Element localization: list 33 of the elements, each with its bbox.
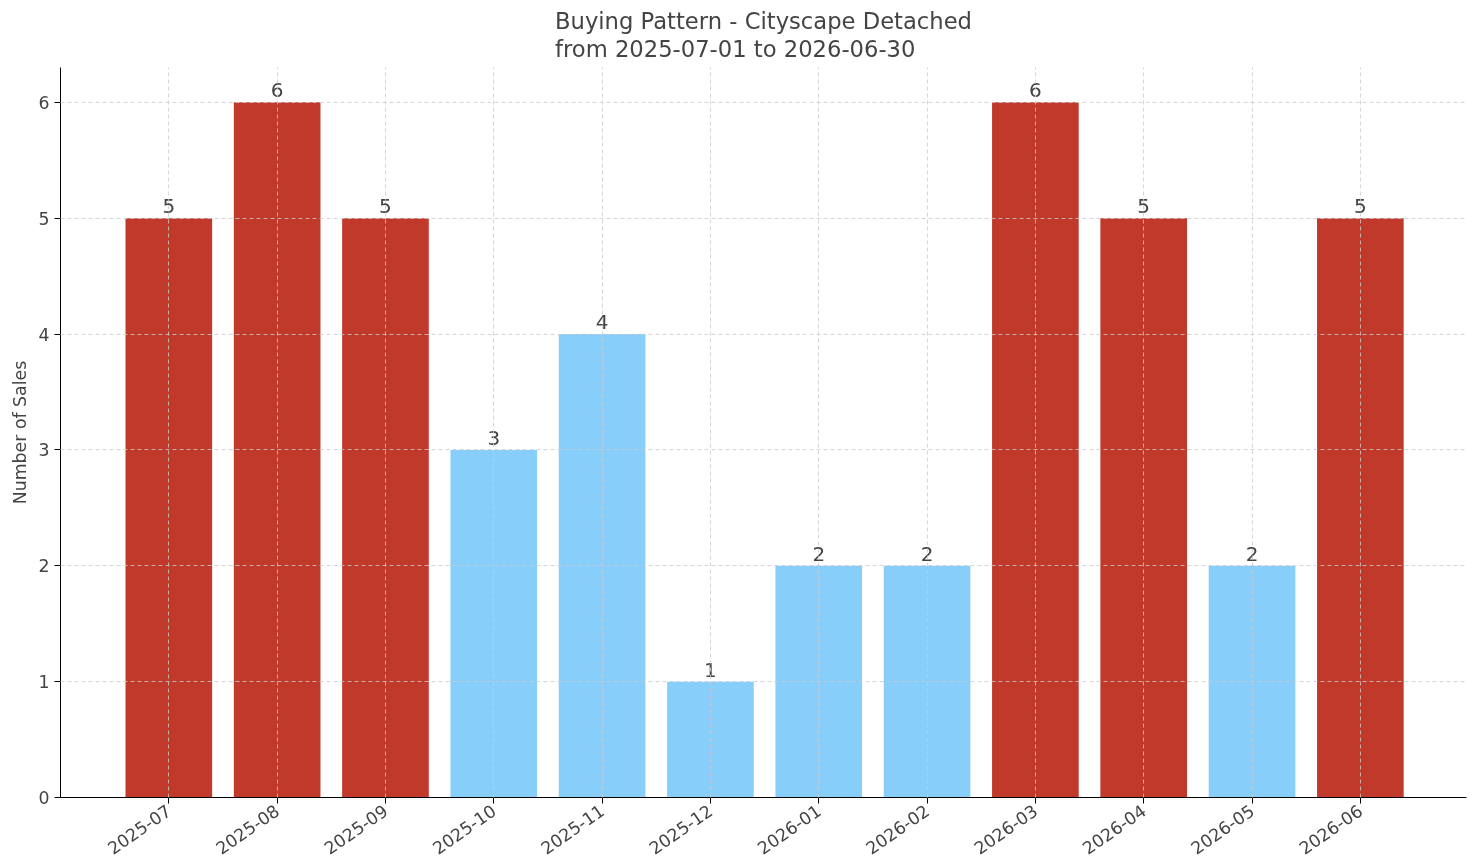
bar bbox=[992, 102, 1079, 798]
bar bbox=[342, 218, 429, 798]
bar bbox=[558, 334, 646, 798]
bar bbox=[775, 565, 863, 798]
data-label: 3 bbox=[487, 425, 501, 450]
y-tick-label: 3 bbox=[38, 440, 50, 461]
bar bbox=[450, 449, 538, 798]
data-label: 1 bbox=[704, 657, 717, 682]
data-label: 5 bbox=[162, 194, 176, 219]
bar bbox=[233, 102, 321, 798]
data-label: 5 bbox=[379, 194, 392, 219]
data-label: 2 bbox=[920, 541, 934, 566]
y-tick-label: 6 bbox=[38, 92, 50, 113]
data-label: 6 bbox=[270, 78, 284, 103]
bar bbox=[125, 218, 213, 798]
data-label: 4 bbox=[595, 310, 609, 335]
y-tick-label: 2 bbox=[38, 556, 50, 577]
bar bbox=[1208, 565, 1296, 798]
data-label: 5 bbox=[1353, 194, 1367, 219]
data-label: 6 bbox=[1029, 78, 1042, 103]
y-axis-title: Number of Sales bbox=[10, 360, 31, 505]
data-label: 2 bbox=[1245, 541, 1259, 566]
y-tick-label: 0 bbox=[38, 788, 50, 808]
chart-title: Buying Pattern - Cityscape Detached from 2025-07-01 to 2026-06-30 bbox=[555, 7, 972, 63]
bar bbox=[1100, 218, 1188, 798]
data-label: 2 bbox=[812, 541, 826, 566]
bar bbox=[667, 681, 754, 798]
bar bbox=[1317, 218, 1404, 798]
y-tick-label: 5 bbox=[38, 208, 50, 229]
y-tick-label: 4 bbox=[38, 324, 50, 345]
y-tick-label: 1 bbox=[38, 672, 50, 693]
data-label: 5 bbox=[1137, 194, 1151, 219]
bar bbox=[883, 565, 971, 798]
